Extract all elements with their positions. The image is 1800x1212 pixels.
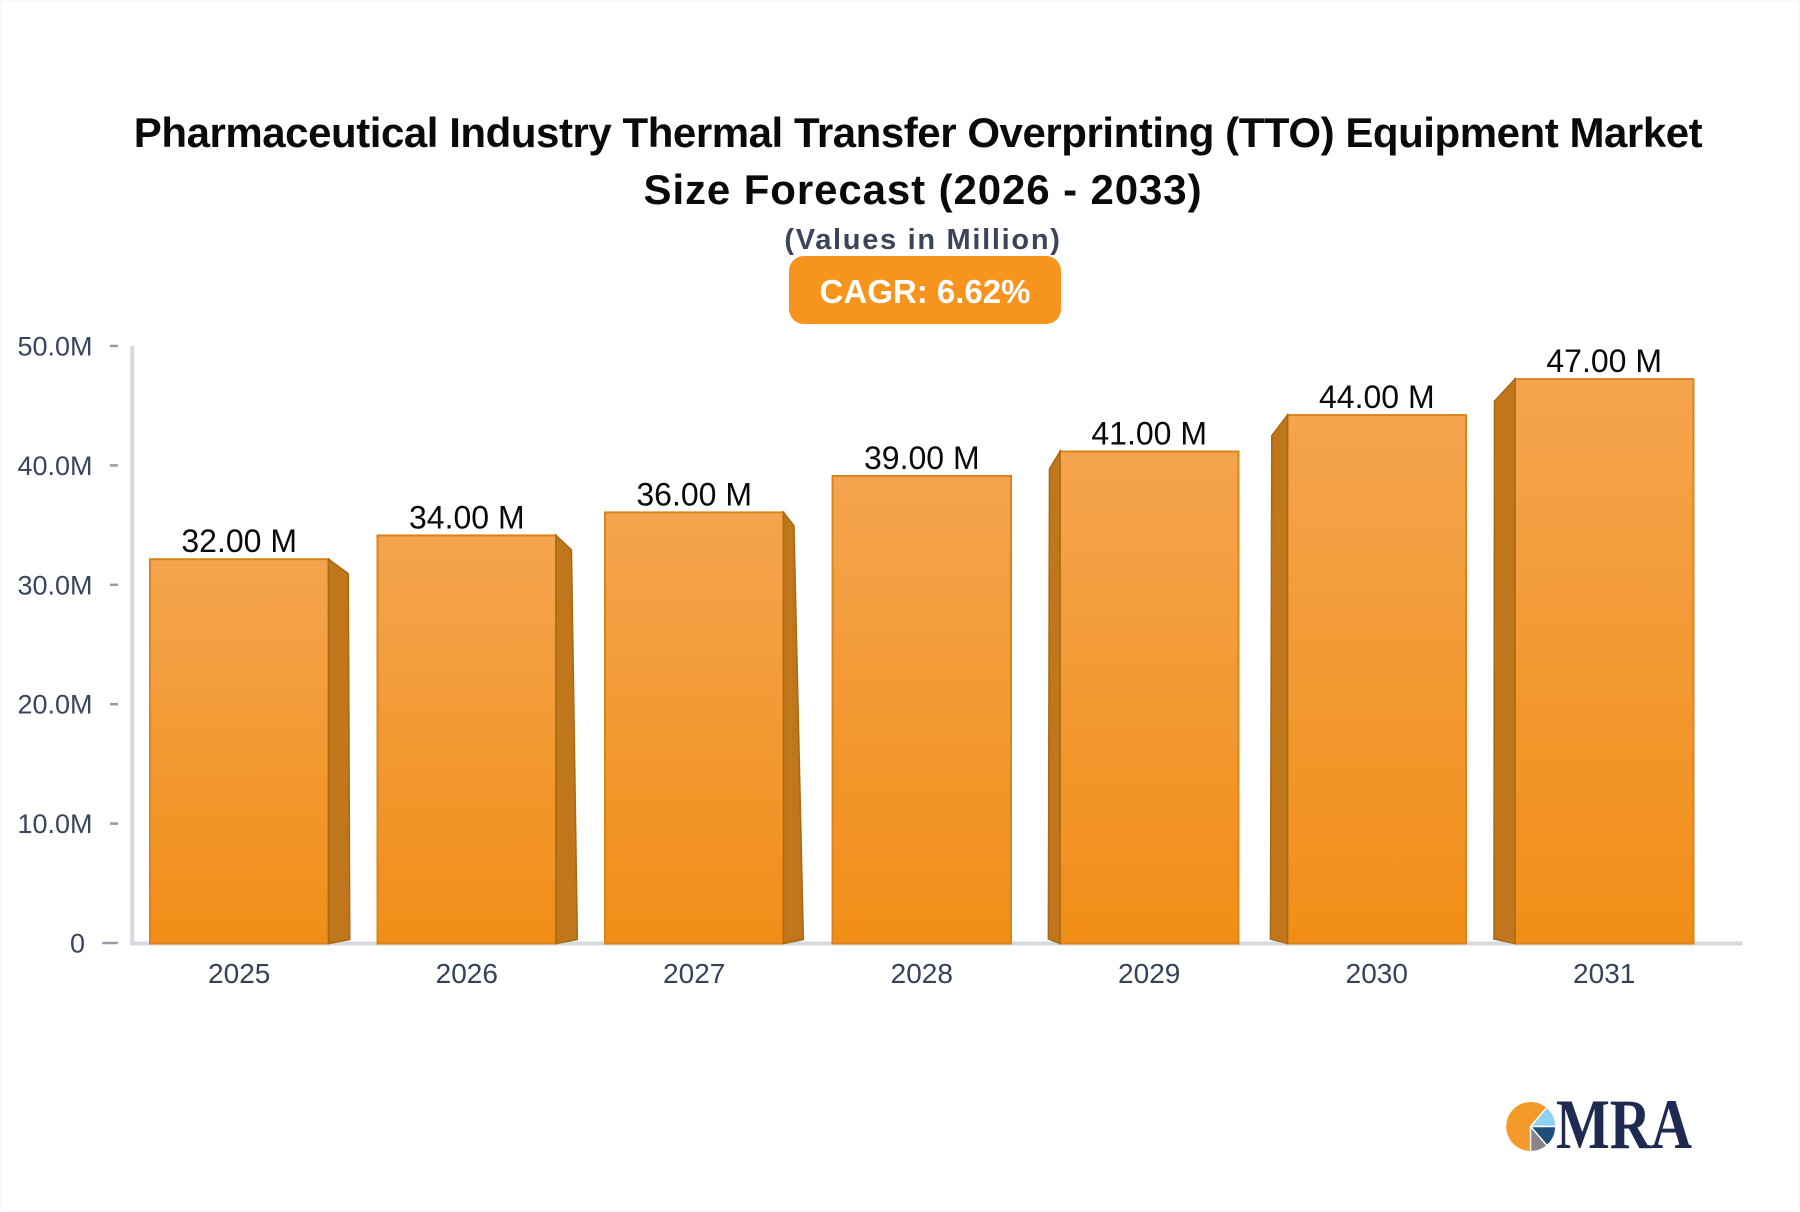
- svg-text:0: 0: [70, 929, 85, 959]
- svg-text:34.00 M: 34.00 M: [409, 499, 525, 535]
- svg-text:47.00 M: 47.00 M: [1546, 343, 1662, 379]
- svg-text:2030: 2030: [1346, 958, 1408, 989]
- svg-text:2026: 2026: [436, 958, 498, 989]
- svg-text:2025: 2025: [208, 958, 270, 989]
- svg-text:2028: 2028: [891, 958, 953, 989]
- svg-text:44.00 M: 44.00 M: [1319, 379, 1435, 415]
- svg-text:2031: 2031: [1573, 958, 1635, 989]
- svg-text:10.0M: 10.0M: [17, 809, 92, 839]
- svg-text:30.0M: 30.0M: [17, 570, 92, 600]
- svg-text:20.0M: 20.0M: [17, 690, 92, 720]
- svg-text:40.0M: 40.0M: [17, 451, 92, 481]
- svg-text:50.0M: 50.0M: [17, 332, 92, 362]
- svg-text:36.00 M: 36.00 M: [636, 476, 752, 512]
- svg-text:41.00 M: 41.00 M: [1091, 416, 1207, 452]
- svg-text:MRA: MRA: [1556, 1086, 1692, 1164]
- svg-text:2027: 2027: [663, 958, 725, 989]
- svg-text:32.00 M: 32.00 M: [181, 523, 297, 559]
- svg-text:2029: 2029: [1118, 958, 1180, 989]
- svg-text:39.00 M: 39.00 M: [864, 440, 980, 476]
